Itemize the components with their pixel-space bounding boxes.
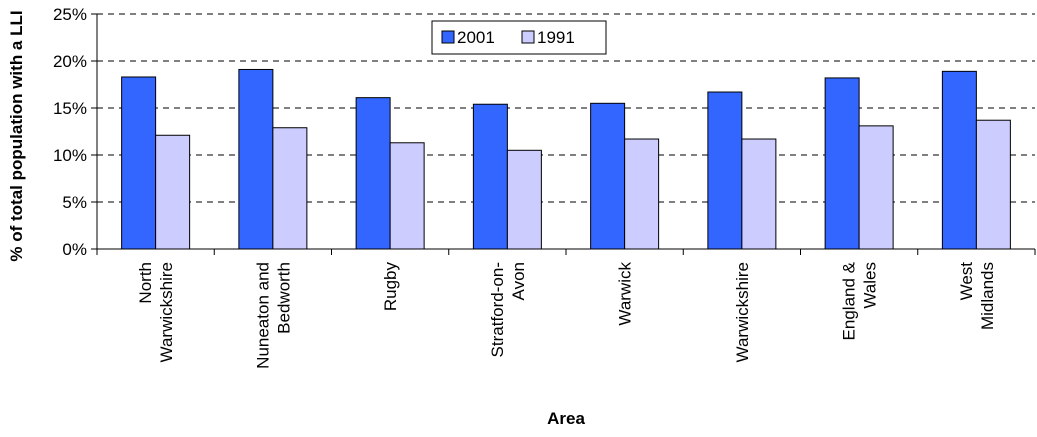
y-tick-label: 5% (62, 193, 87, 212)
legend-label: 2001 (457, 28, 495, 47)
y-tick-label: 20% (53, 52, 87, 71)
bar-1991-6 (858, 125, 894, 250)
legend: 2001 1991 (431, 20, 607, 55)
legend-label: 1991 (537, 28, 575, 47)
y-tick-label: 0% (62, 240, 87, 259)
bar-1991-1 (272, 127, 308, 250)
y-tick-label: 10% (53, 146, 87, 165)
category-label: England & (840, 261, 859, 340)
category-label: Warwickshire (157, 262, 176, 362)
category-label: Warwickshire (733, 262, 752, 362)
category-label: Avon (509, 262, 528, 300)
bar-2001-6 (824, 77, 860, 250)
bar-1991-3 (506, 149, 542, 250)
x-axis-title: Area (547, 409, 585, 428)
bar-1991-2 (389, 142, 425, 250)
legend-swatch (441, 30, 455, 44)
category-label: Wales (861, 262, 880, 309)
bar-2001-5 (707, 91, 743, 250)
legend-swatch (521, 30, 535, 44)
category-label: Stratford-on- (488, 262, 507, 357)
y-axis-title: % of total population with a LLI (7, 10, 26, 261)
category-label: Warwick (616, 262, 635, 326)
bar-2001-1 (238, 68, 274, 250)
category-label: Midlands (978, 262, 997, 330)
y-tick-label: 15% (53, 99, 87, 118)
y-tick-label: 25% (53, 5, 87, 24)
category-label: Rugby (381, 262, 400, 312)
category-label: North (136, 262, 155, 304)
bar-2001-4 (590, 102, 626, 250)
category-label: Bedworth (274, 262, 293, 334)
category-label: Nuneaton and (253, 262, 272, 369)
bar-2001-3 (472, 103, 508, 250)
bar-2001-7 (941, 70, 977, 250)
bar-1991-5 (741, 138, 777, 250)
legend-box (431, 20, 607, 55)
axes (91, 13, 1036, 255)
bar-2001-2 (355, 97, 391, 250)
bars (121, 68, 1011, 250)
bar-1991-4 (624, 138, 660, 250)
category-labels: North Warwickshire Nuneaton and Bedworth Rug… (136, 261, 997, 368)
bar-1991-0 (155, 134, 191, 250)
y-tick-labels: 0% 5% 10% 15% 20% 25% (53, 5, 87, 259)
bar-1991-7 (975, 119, 1011, 250)
category-label: West (957, 262, 976, 301)
bar-2001-0 (121, 76, 157, 250)
